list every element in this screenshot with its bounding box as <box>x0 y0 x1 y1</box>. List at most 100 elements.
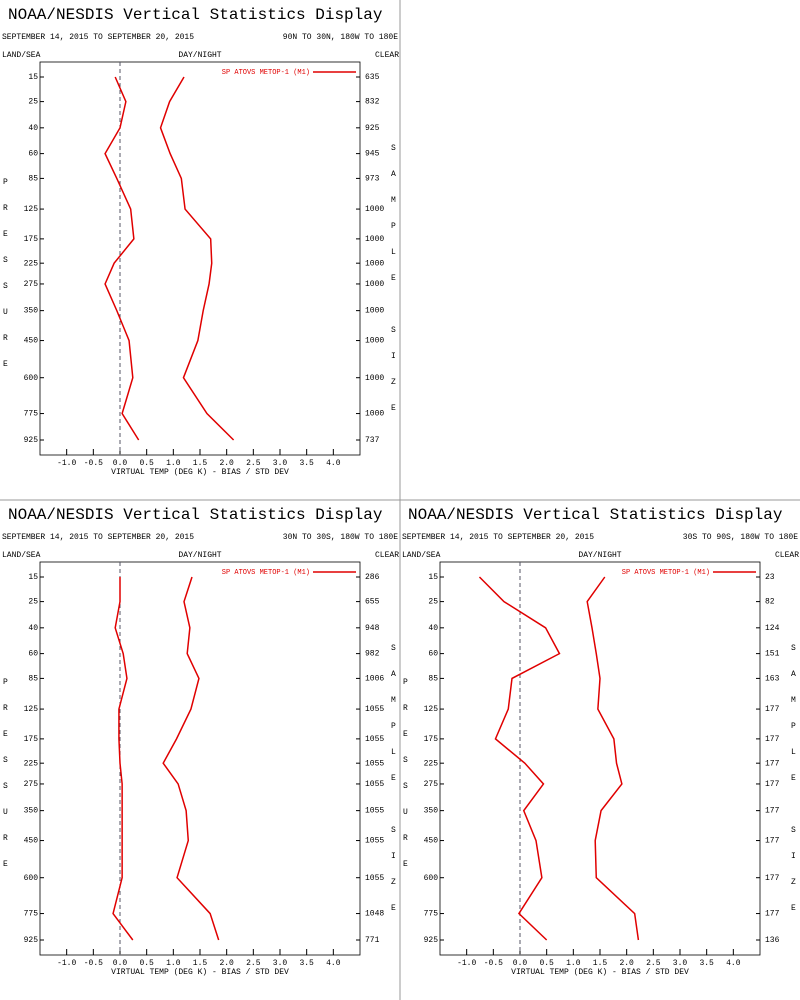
day-night-label: DAY/NIGHT <box>178 551 221 560</box>
panel: NOAA/NESDIS Vertical Statistics Display S… <box>1 6 399 477</box>
clear-label: CLEAR <box>375 51 399 60</box>
subtitle: SEPTEMBER 14, 2015 TO SEPTEMBER 20, 2015 <box>2 33 194 42</box>
land-sea-label: LAND/SEA <box>402 551 441 560</box>
sample-size: 945 <box>365 150 380 159</box>
sample-size: 82 <box>765 598 775 607</box>
y-tick-label: 40 <box>28 624 38 633</box>
y-tick-label: 25 <box>28 98 38 107</box>
sample-size: 1048 <box>365 910 384 919</box>
bias-line <box>112 577 134 941</box>
sample-size: 1055 <box>365 780 384 789</box>
x-tick-label: 2.5 <box>246 959 261 968</box>
sample-size: 1000 <box>365 337 384 346</box>
sample-size: 771 <box>365 936 380 945</box>
y-tick-label: 175 <box>24 235 39 244</box>
y-tick-label: 600 <box>24 374 39 383</box>
sample-size: 23 <box>765 573 775 582</box>
sample-size: 177 <box>765 759 780 768</box>
x-tick-label: 4.0 <box>326 459 341 468</box>
sample-size: 177 <box>765 837 780 846</box>
y-tick-label: 85 <box>28 675 38 684</box>
y-label: PRESSURE <box>401 678 410 886</box>
y-tick-label: 225 <box>24 259 39 268</box>
x-tick-label: -0.5 <box>484 959 503 968</box>
title: NOAA/NESDIS Vertical Statistics Display <box>8 6 383 24</box>
y-label: PRESSURE <box>1 678 10 886</box>
y-tick-label: 15 <box>28 573 38 582</box>
y-tick-label: 925 <box>24 436 39 445</box>
sample-size: 1055 <box>365 735 384 744</box>
x-tick-label: 0.5 <box>139 959 154 968</box>
sample-size: 1006 <box>365 675 384 684</box>
plot-frame <box>39 561 361 956</box>
sample-size: 1000 <box>365 235 384 244</box>
y-tick-label: 775 <box>24 410 39 419</box>
x-tick-label: 2.5 <box>646 959 661 968</box>
legend-label: SP ATOVS METOP-1 (M1) <box>622 569 710 577</box>
x-tick-label: 3.5 <box>299 459 314 468</box>
x-tick-label: 3.0 <box>273 959 288 968</box>
y-tick-label: 40 <box>428 624 438 633</box>
y-tick-label: 175 <box>424 735 439 744</box>
x-tick-label: 1.0 <box>166 959 181 968</box>
legend-label: SP ATOVS METOP-1 (M1) <box>222 69 310 77</box>
sample-size: 832 <box>365 98 380 107</box>
sample-size: 655 <box>365 598 380 607</box>
std-dev-line <box>159 76 235 441</box>
x-tick-label: 2.0 <box>219 959 234 968</box>
y-tick-label: 85 <box>428 675 438 684</box>
y-label: PRESSURE <box>1 178 10 386</box>
sample-size: 925 <box>365 124 380 133</box>
y-tick-label: 450 <box>424 837 439 846</box>
land-sea-label: LAND/SEA <box>2 51 41 60</box>
land-sea-label: LAND/SEA <box>2 551 41 560</box>
y-tick-label: 275 <box>424 780 439 789</box>
sample-size: 1000 <box>365 280 384 289</box>
x-tick-label: 1.5 <box>193 459 208 468</box>
y-tick-label: 925 <box>24 936 39 945</box>
sample-size: 982 <box>365 650 380 659</box>
y-tick-label: 15 <box>28 73 38 82</box>
sample-size: 151 <box>765 650 780 659</box>
y-tick-label: 600 <box>424 874 439 883</box>
sample-size: 177 <box>765 874 780 883</box>
y-tick-label: 25 <box>28 598 38 607</box>
y-tick-label: 40 <box>28 124 38 133</box>
x-tick-label: 3.0 <box>673 959 688 968</box>
std-dev-line <box>162 576 220 941</box>
clear-label: CLEAR <box>775 551 799 560</box>
x-label: VIRTUAL TEMP (DEG K) - BIAS / STD DEV <box>111 468 289 477</box>
sample-size: 1055 <box>365 837 384 846</box>
y-tick-label: 350 <box>424 807 439 816</box>
sample-size: 177 <box>765 910 780 919</box>
y-tick-label: 125 <box>24 205 39 214</box>
sample-size: 177 <box>765 705 780 714</box>
sample-size: 1055 <box>365 807 384 816</box>
sample-size: 1055 <box>365 705 384 714</box>
sample-size: 1000 <box>365 374 384 383</box>
sample-size: 177 <box>765 780 780 789</box>
sample-size: 1055 <box>365 759 384 768</box>
x-tick-label: 0.5 <box>139 459 154 468</box>
x-tick-label: 0.0 <box>113 959 128 968</box>
x-tick-label: 4.0 <box>726 959 741 968</box>
x-tick-label: -1.0 <box>57 459 76 468</box>
x-tick-label: 0.0 <box>113 459 128 468</box>
day-night-label: DAY/NIGHT <box>578 551 621 560</box>
x-tick-label: 0.5 <box>539 959 554 968</box>
region: 30N TO 30S, 180W TO 180E <box>283 533 398 542</box>
y-tick-label: 925 <box>424 936 439 945</box>
y-tick-label: 450 <box>24 337 39 346</box>
bias-line <box>104 76 140 441</box>
day-night-label: DAY/NIGHT <box>178 51 221 60</box>
x-tick-label: 1.5 <box>593 959 608 968</box>
y-tick-label: 600 <box>24 874 39 883</box>
sample-size: 1000 <box>365 259 384 268</box>
bias-line <box>478 576 561 941</box>
x-label: VIRTUAL TEMP (DEG K) - BIAS / STD DEV <box>511 968 689 977</box>
x-tick-label: -1.0 <box>57 959 76 968</box>
sample-size: 1055 <box>365 874 384 883</box>
clear-label: CLEAR <box>375 551 399 560</box>
sample-size: 177 <box>765 735 780 744</box>
